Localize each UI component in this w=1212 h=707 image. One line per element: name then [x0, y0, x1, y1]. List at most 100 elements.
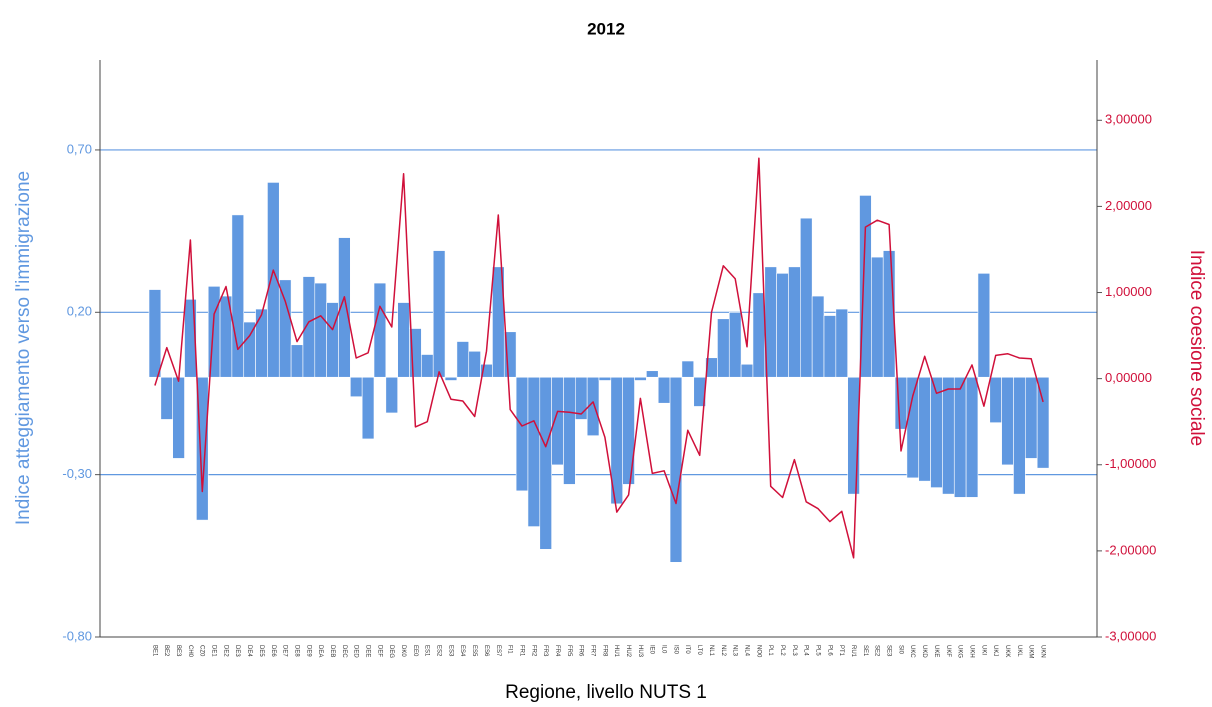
- bar: [740, 363, 754, 378]
- bar: [918, 376, 931, 482]
- x-tick-label: FR8: [601, 645, 607, 657]
- x-tick-label: UKH: [968, 645, 974, 658]
- bar: [669, 376, 683, 563]
- x-tick-label: UKI: [980, 645, 986, 655]
- x-tick-label: UKM: [1028, 645, 1034, 658]
- y-axis-label: Indice atteggiamento verso l'immigrazion…: [13, 171, 34, 525]
- bar: [882, 250, 896, 378]
- bar: [965, 376, 979, 498]
- bar: [207, 286, 221, 378]
- bar: [527, 376, 541, 527]
- y-tick-label: 0,70: [67, 141, 92, 156]
- bar: [278, 279, 292, 378]
- x-tick-label: NL3: [732, 645, 738, 657]
- bar: [634, 376, 647, 381]
- x-tick-label: DE5: [258, 645, 264, 657]
- y2-tick-label: 3,00000: [1105, 112, 1152, 127]
- x-tick-label: DK0: [400, 645, 406, 657]
- bar: [385, 376, 398, 414]
- y2-tick-label: -1,00000: [1105, 456, 1156, 471]
- bar: [456, 341, 470, 378]
- x-tick-label: SE3: [886, 645, 892, 657]
- x-tick-label: BE3: [175, 645, 181, 657]
- x-tick-label: SI0: [897, 645, 903, 655]
- bar: [338, 237, 351, 378]
- x-tick-label: DE9: [305, 645, 311, 657]
- bar: [539, 376, 552, 550]
- x-tick-label: CH0: [187, 645, 193, 658]
- y-tick-label: 0,20: [67, 304, 92, 319]
- bar: [361, 376, 375, 440]
- x-tick-label: SE1: [862, 645, 868, 657]
- x-tick-label: NO0: [755, 645, 761, 658]
- x-tick-label: DEC: [341, 645, 347, 658]
- x-tick-label: DEE: [365, 645, 371, 657]
- bar: [302, 276, 316, 378]
- bar: [397, 302, 410, 378]
- bar: [1025, 376, 1038, 459]
- x-tick-label: FR1: [518, 645, 524, 657]
- bar: [823, 315, 837, 378]
- bar: [1001, 376, 1014, 466]
- bar: [800, 217, 813, 378]
- y2-tick-label: 1,00000: [1105, 284, 1152, 299]
- x-tick-label: NL2: [720, 645, 726, 657]
- x-tick-label: DE6: [270, 645, 276, 657]
- bar: [752, 292, 766, 378]
- x-tick-label: HU3: [637, 645, 643, 658]
- bar: [942, 376, 955, 495]
- bar: [515, 376, 529, 492]
- bar: [598, 376, 612, 381]
- bar: [906, 376, 920, 479]
- x-tick-label: UKF: [945, 645, 951, 657]
- x-tick-label: UKE: [933, 645, 939, 657]
- bar: [160, 376, 173, 420]
- bar: [811, 295, 825, 378]
- x-tick-label: HU1: [613, 645, 619, 658]
- bar: [1036, 376, 1050, 469]
- bar: [243, 321, 256, 378]
- x-tick-label: BE2: [163, 645, 169, 657]
- y2-tick-label: -3,00000: [1105, 628, 1156, 643]
- x-tick-label: FR6: [578, 645, 584, 657]
- bar: [657, 376, 671, 404]
- x-tick-label: PL3: [791, 645, 797, 656]
- x-tick-label: UKD: [921, 645, 927, 658]
- bar: [148, 289, 162, 378]
- bar: [646, 370, 659, 378]
- x-tick-label: UKJ: [992, 645, 998, 656]
- x-tick-label: IE0: [649, 645, 655, 655]
- x-tick-label: PL1: [767, 645, 773, 656]
- bar: [622, 376, 635, 485]
- bar: [231, 214, 245, 378]
- x-tick-label: DEA: [317, 645, 323, 657]
- x-tick-label: FI1: [507, 645, 513, 654]
- bar: [977, 273, 991, 378]
- x-tick-label: DE2: [222, 645, 228, 657]
- x-tick-label: FR2: [530, 645, 536, 657]
- y2-tick-label: 2,00000: [1105, 198, 1152, 213]
- x-tick-label: EE0: [412, 645, 418, 657]
- x-tick-label: CZ0: [199, 645, 205, 657]
- line: [154, 157, 1044, 559]
- y-tick-label: -0,30: [62, 466, 92, 481]
- x-tick-label: HU2: [625, 645, 631, 658]
- x-tick-label: IT0: [684, 645, 690, 654]
- x-tick-label: DED: [353, 645, 359, 658]
- x-tick-label: FR3: [542, 645, 548, 657]
- x-tick-label: IS0: [672, 645, 678, 655]
- bar: [184, 299, 197, 378]
- x-tick-label: ES6: [483, 645, 489, 657]
- bar: [835, 308, 848, 378]
- x-tick-label: PL5: [815, 645, 821, 656]
- bar: [432, 250, 446, 378]
- x-tick-label: PL4: [803, 645, 809, 656]
- x-tick-label: PL6: [826, 645, 832, 656]
- x-tick-label: UKN: [1040, 645, 1046, 658]
- x-tick-label: ES4: [459, 645, 465, 657]
- x-tick-label: PT1: [838, 645, 844, 657]
- bar: [290, 344, 304, 378]
- x-tick-label: FR5: [566, 645, 572, 657]
- y2-axis-label: Indice coesione sociale: [1186, 250, 1207, 446]
